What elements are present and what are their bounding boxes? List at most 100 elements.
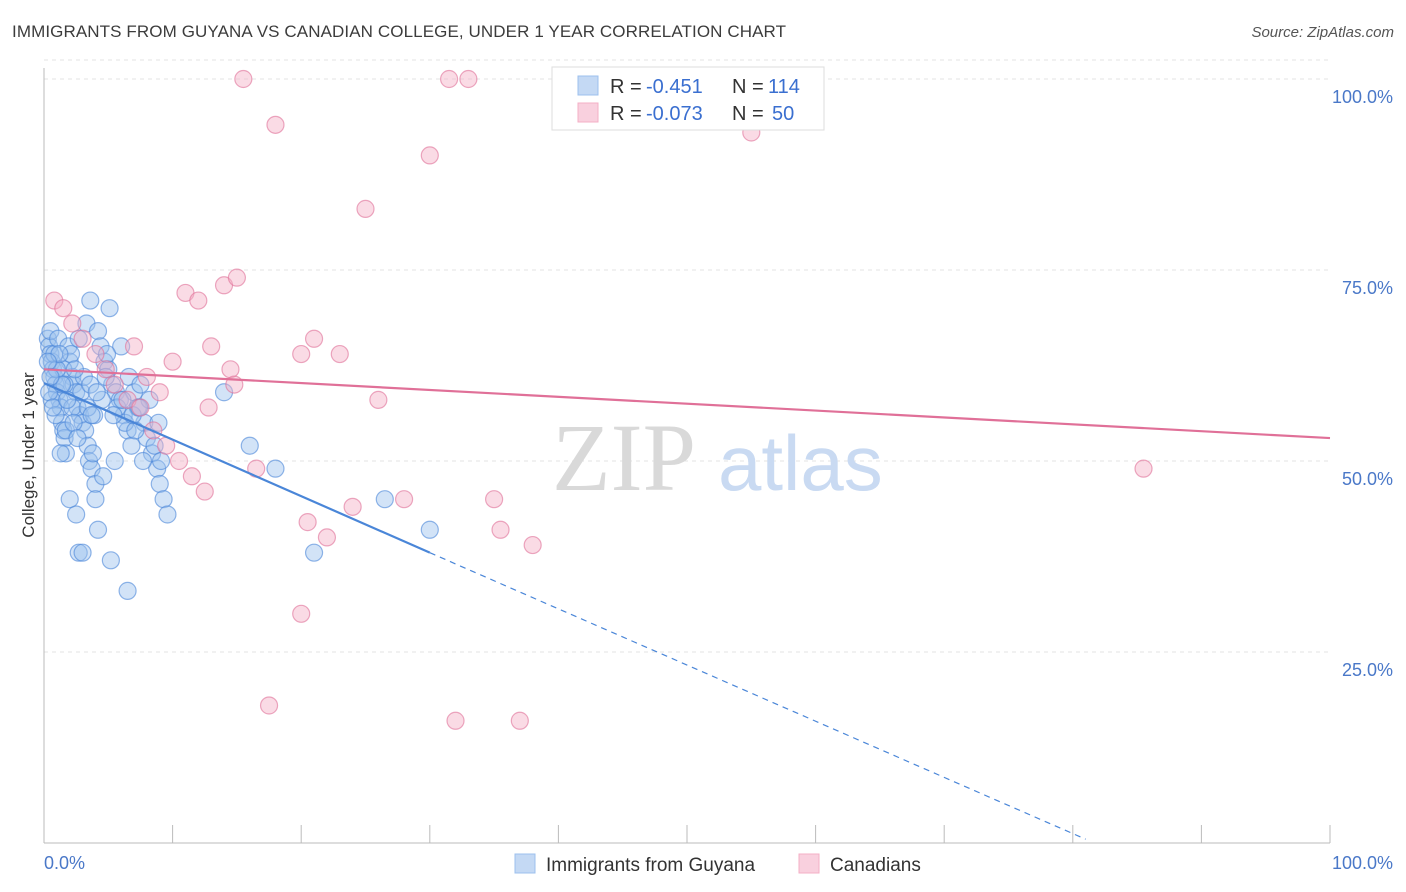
trend-lines	[43, 368, 1331, 840]
y-axis-label: College, Under 1 year	[19, 372, 38, 538]
point-canadians-21	[199, 398, 218, 417]
point-guyana-58	[60, 490, 79, 509]
x-ticks	[172, 825, 1331, 843]
point-guyana-95	[420, 520, 439, 539]
point-canadians-34	[343, 497, 362, 516]
point-canadians-23	[234, 69, 253, 89]
trend-line-guyana-extension	[429, 552, 1086, 840]
point-guyana-104	[87, 383, 106, 402]
point-canadians-1	[54, 299, 73, 318]
y-tick-label-1: 75.0%	[1342, 278, 1393, 298]
point-guyana-111	[151, 451, 171, 471]
point-guyana-83	[65, 360, 84, 379]
point-guyana-54	[154, 490, 173, 509]
point-canadians-46	[1134, 459, 1153, 478]
y-tick-label-0: 100.0%	[1332, 87, 1393, 107]
point-canadians-13	[195, 482, 214, 501]
point-canadians-19	[221, 360, 240, 379]
point-canadians-42	[523, 535, 542, 555]
point-guyana-53	[150, 474, 169, 494]
point-guyana-44	[100, 299, 119, 318]
point-guyana-13	[55, 428, 74, 448]
point-guyana-88	[126, 421, 145, 440]
x-tick-label-left: 0.0%	[44, 853, 85, 873]
point-guyana-35	[88, 322, 108, 341]
point-guyana-67	[94, 467, 113, 486]
point-guyana-16	[49, 329, 68, 348]
watermark-atlas: atlas	[718, 419, 883, 507]
point-guyana-55	[158, 505, 177, 524]
point-guyana-103	[82, 406, 101, 425]
point-guyana-61	[73, 543, 92, 562]
legend-r-value-1: -0.451	[646, 76, 703, 98]
point-canadians-18	[202, 337, 221, 356]
point-canadians-26	[298, 513, 317, 532]
point-canadians-35	[369, 390, 388, 409]
bottom-legend-label-guyana: Immigrants from Guyana	[546, 855, 755, 876]
bottom-legend-swatch-guyana	[514, 853, 536, 874]
series-guyana-points	[38, 291, 439, 600]
point-canadians-49	[150, 383, 169, 402]
point-guyana-76	[122, 436, 141, 455]
point-canadians-37	[439, 69, 459, 89]
point-canadians-17	[227, 268, 246, 287]
point-canadians-47	[124, 337, 144, 356]
point-guyana-45	[112, 337, 131, 356]
legend-r-value-2: -0.073	[646, 103, 703, 125]
point-canadians-29	[259, 696, 279, 715]
point-canadians-11	[169, 451, 189, 471]
point-guyana-75	[105, 451, 124, 471]
point-canadians-40	[485, 490, 504, 509]
point-guyana-29	[86, 474, 105, 494]
point-canadians-25	[292, 344, 311, 364]
point-guyana-112	[38, 352, 57, 371]
point-guyana-107	[113, 390, 132, 409]
point-canadians-38	[459, 69, 478, 89]
point-canadians-48	[137, 367, 156, 387]
point-guyana-14	[56, 444, 75, 463]
point-canadians-32	[330, 344, 349, 364]
point-canadians-8	[131, 398, 150, 417]
grid-lines	[44, 59, 1330, 653]
point-guyana-34	[81, 291, 100, 310]
point-guyana-92	[266, 459, 285, 478]
bottom-legend-swatch-canadians	[798, 853, 820, 874]
legend-r-label-1: R =	[610, 76, 642, 98]
legend-n-label-1: N =	[732, 76, 764, 98]
point-guyana-77	[131, 375, 150, 394]
point-canadians-43	[446, 711, 465, 730]
bottom-legend-label-canadians: Canadians	[830, 855, 921, 876]
point-canadians-20	[163, 352, 182, 371]
point-canadians-27	[292, 604, 311, 623]
point-guyana-100	[64, 413, 83, 432]
y-tick-label-2: 50.0%	[1342, 469, 1393, 489]
point-guyana-84	[81, 375, 100, 394]
point-guyana-89	[133, 451, 153, 471]
point-canadians-6	[105, 375, 124, 394]
point-guyana-93	[304, 543, 324, 562]
legend-swatch-guyana	[577, 75, 599, 96]
point-canadians-30	[304, 329, 324, 348]
point-guyana-68	[51, 444, 70, 463]
point-canadians-12	[182, 467, 201, 486]
point-canadians-24	[266, 115, 285, 134]
x-tick-label-right: 100.0%	[1332, 853, 1393, 873]
point-guyana-8	[41, 322, 60, 341]
point-canadians-5	[96, 360, 115, 379]
trend-line-canadians	[43, 368, 1331, 440]
point-guyana-63	[118, 581, 137, 600]
legend-n-value-2: 50	[772, 103, 794, 125]
point-canadians-3	[73, 329, 92, 348]
watermark: ZIP atlas	[552, 404, 883, 511]
trend-line-guyana	[43, 382, 431, 554]
point-guyana-59	[67, 505, 86, 524]
chart-source: Source: ZipAtlas.com	[1251, 24, 1394, 41]
watermark-zip: ZIP	[552, 404, 696, 511]
point-guyana-66	[83, 444, 102, 463]
y-tick-label-3: 25.0%	[1342, 660, 1393, 680]
legend-n-value-1: 114	[768, 76, 800, 98]
point-guyana-94	[375, 490, 394, 509]
point-canadians-39	[394, 490, 414, 509]
y-tick-labels: 100.0% 75.0% 50.0% 25.0%	[1332, 87, 1393, 680]
